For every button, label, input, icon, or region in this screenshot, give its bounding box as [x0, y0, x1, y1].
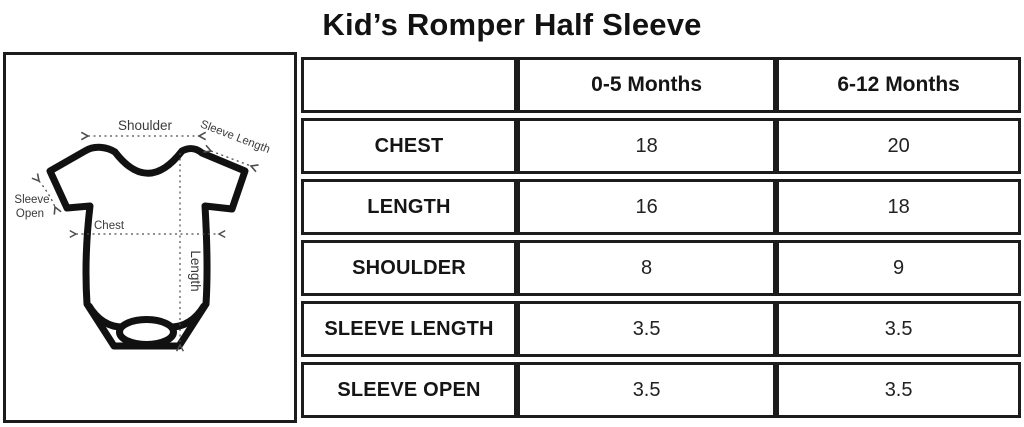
table-row-shoulder: SHOULDER 8 9	[301, 240, 1021, 296]
sleeve-length-value-6-12: 3.5	[776, 301, 1021, 357]
column-header-0-5-months: 0-5 Months	[517, 57, 777, 113]
content-row: Shoulder Sleeve Length Sleeve Open Chest…	[0, 52, 1024, 423]
table-header-row: 0-5 Months 6-12 Months	[301, 57, 1021, 113]
chest-label: Chest	[94, 220, 125, 232]
row-label-length: LENGTH	[301, 179, 517, 235]
row-label-chest: CHEST	[301, 118, 517, 174]
table-corner-cell	[301, 57, 517, 113]
sleeve-length-arrow	[203, 144, 259, 173]
sleeve-open-value-6-12: 3.5	[776, 362, 1021, 418]
sleeve-length-label: Sleeve Length	[199, 118, 272, 156]
sleeve-length-value-0-5: 3.5	[517, 301, 777, 357]
sleeve-open-value-0-5: 3.5	[517, 362, 777, 418]
row-label-sleeve-open: SLEEVE OPEN	[301, 362, 517, 418]
shoulder-value-0-5: 8	[517, 240, 777, 296]
romper-diagram-panel: Shoulder Sleeve Length Sleeve Open Chest…	[3, 52, 297, 423]
crotch-flap	[116, 316, 177, 348]
column-header-6-12-months: 6-12 Months	[776, 57, 1021, 113]
table-row-length: LENGTH 16 18	[301, 179, 1021, 235]
shoulder-value-6-12: 9	[776, 240, 1021, 296]
sleeve-open-label-line2: Open	[16, 208, 44, 220]
size-table: 0-5 Months 6-12 Months CHEST 18 20 LENGT…	[301, 52, 1021, 423]
table-row-chest: CHEST 18 20	[301, 118, 1021, 174]
chest-value-6-12: 20	[776, 118, 1021, 174]
table-row-sleeve-open: SLEEVE OPEN 3.5 3.5	[301, 362, 1021, 418]
length-value-0-5: 16	[517, 179, 777, 235]
shoulder-label: Shoulder	[118, 118, 173, 133]
sleeve-open-label-line1: Sleeve	[14, 194, 49, 206]
chest-value-0-5: 18	[517, 118, 777, 174]
length-value-6-12: 18	[776, 179, 1021, 235]
romper-diagram-svg: Shoulder Sleeve Length Sleeve Open Chest…	[14, 118, 272, 352]
sleeve-open-arrow	[31, 173, 62, 215]
page-title: Kid’s Romper Half Sleeve	[322, 7, 702, 42]
table-row-sleeve-length: SLEEVE LENGTH 3.5 3.5	[301, 301, 1021, 357]
row-label-sleeve-length: SLEEVE LENGTH	[301, 301, 517, 357]
row-label-shoulder: SHOULDER	[301, 240, 517, 296]
length-label: Length	[188, 250, 203, 291]
